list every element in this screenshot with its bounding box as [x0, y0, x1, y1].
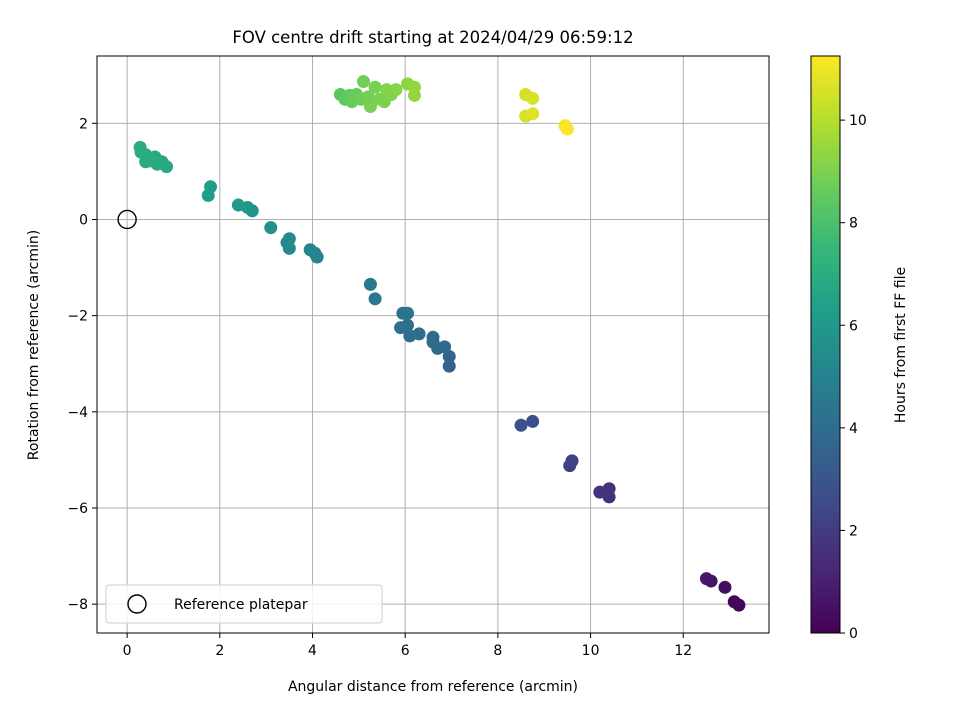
y-tick-label: 2	[79, 116, 88, 132]
colorbar-tick-label: 6	[849, 318, 858, 334]
data-point	[368, 80, 382, 94]
y-tick-label: −4	[67, 405, 88, 421]
x-tick-label: 8	[493, 643, 502, 659]
data-point	[368, 292, 382, 306]
colorbar-tick-label: 2	[849, 523, 858, 539]
data-point	[389, 83, 403, 97]
y-tick-label: −2	[67, 309, 88, 325]
x-axis-label: Angular distance from reference (arcmin)	[288, 679, 578, 695]
data-point	[403, 329, 417, 343]
scatter-points	[133, 74, 746, 612]
data-point	[718, 580, 732, 594]
colorbar-label: Hours from first FF file	[893, 267, 909, 423]
x-tick-label: 2	[215, 643, 224, 659]
data-point	[356, 74, 370, 88]
y-axis-ticks: −8 −6 −4 −2 0 2	[67, 116, 97, 613]
data-point	[514, 418, 528, 432]
colorbar-tick-label: 4	[849, 421, 858, 437]
data-point	[303, 243, 317, 257]
y-axis-label: Rotation from reference (arcmin)	[26, 230, 42, 460]
x-tick-label: 6	[401, 643, 410, 659]
chart-title: FOV centre drift starting at 2024/04/29 …	[232, 28, 633, 47]
data-point	[442, 350, 456, 364]
data-point	[565, 454, 579, 468]
y-tick-label: −8	[67, 597, 88, 613]
data-point	[363, 277, 377, 291]
colorbar-tick-label: 0	[849, 626, 858, 642]
data-point	[264, 221, 278, 235]
legend-marker	[127, 594, 147, 614]
data-point	[727, 595, 741, 609]
plot-frame	[96, 55, 770, 634]
data-point	[526, 414, 540, 428]
data-point	[526, 107, 540, 121]
data-point	[593, 485, 607, 499]
data-point	[442, 359, 456, 373]
legend-box	[105, 584, 383, 624]
data-point	[133, 140, 147, 154]
x-tick-label: 12	[674, 643, 692, 659]
data-point	[363, 99, 377, 113]
colorbar-gradient	[811, 56, 840, 633]
colorbar: 0 2 4 6 8 10 Hours from first FF file	[810, 55, 909, 642]
reference-platepar-marker	[117, 209, 137, 230]
x-axis-ticks: 0 2 4 6 8 10 12	[123, 633, 692, 659]
x-tick-label: 10	[582, 643, 600, 659]
legend: Reference platepar	[105, 584, 383, 624]
y-tick-label: 0	[79, 212, 88, 228]
data-point	[396, 306, 410, 320]
legend-label: Reference platepar	[174, 597, 308, 613]
colorbar-ticks: 0 2 4 6 8 10	[840, 113, 867, 642]
data-point	[407, 88, 421, 102]
data-point	[231, 198, 245, 212]
data-point	[699, 572, 713, 586]
colorbar-frame	[810, 55, 841, 634]
grid-lines	[97, 56, 769, 633]
data-point	[426, 330, 440, 344]
data-point	[526, 91, 540, 105]
colorbar-tick-label: 8	[849, 216, 858, 232]
x-tick-label: 4	[308, 643, 317, 659]
data-point	[560, 122, 574, 136]
data-point	[280, 236, 294, 250]
colorbar-tick-label: 10	[849, 113, 867, 129]
x-tick-label: 0	[123, 643, 132, 659]
data-point	[394, 321, 408, 335]
y-tick-label: −6	[67, 501, 88, 517]
data-point	[204, 180, 218, 194]
